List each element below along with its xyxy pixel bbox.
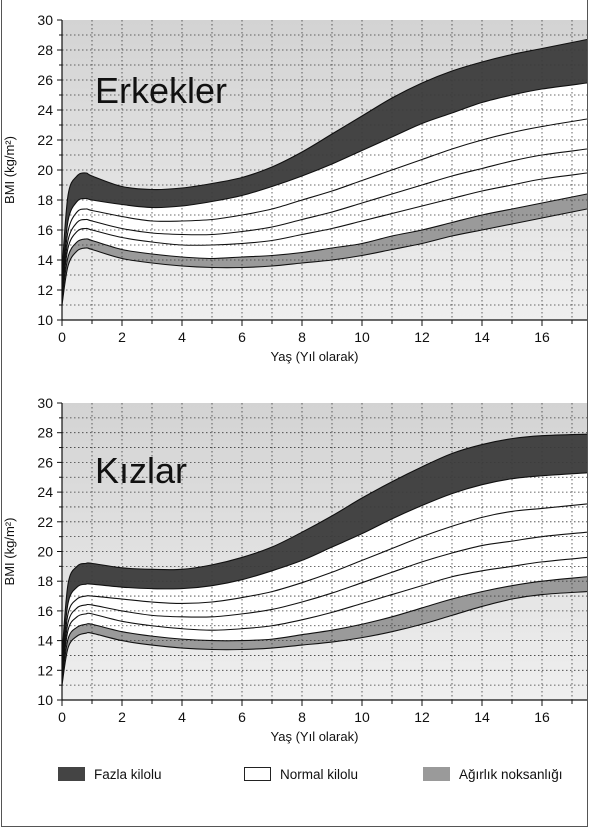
x-tick-label: 6 <box>238 709 246 725</box>
series-line-7 <box>62 208 587 306</box>
x-tick-label: 2 <box>118 329 126 345</box>
y-tick-label: 28 <box>37 425 53 441</box>
series-line-7 <box>62 591 587 686</box>
y-tick-label: 20 <box>37 162 53 178</box>
y-axis-label: BMI (kg/m²) <box>2 518 17 586</box>
y-tick-label: 22 <box>37 514 53 530</box>
band-overweight <box>62 434 587 663</box>
x-tick-label: 12 <box>414 329 430 345</box>
band-overweight <box>62 39 587 281</box>
grid <box>62 20 587 320</box>
x-tick-label: 12 <box>414 709 430 725</box>
series-line-4 <box>62 148 587 291</box>
y-tick-label: 24 <box>37 102 53 118</box>
x-tick-label: 16 <box>534 709 550 725</box>
y-tick-label: 26 <box>37 454 53 470</box>
x-tick-label: 10 <box>354 709 370 725</box>
series-line-3 <box>62 118 587 286</box>
series-line-4 <box>62 531 587 672</box>
y-tick-label: 22 <box>37 132 53 148</box>
y-tick-label: 10 <box>37 692 53 708</box>
y-tick-label: 20 <box>37 544 53 560</box>
legend-item-normal: Normal kilolu <box>244 763 358 785</box>
legend: Fazla kilolu Normal kilolu Ağırlık noksa… <box>0 763 591 787</box>
x-tick-label: 4 <box>178 709 186 725</box>
chart-title: Erkekler <box>95 70 227 111</box>
series-line-2 <box>62 82 587 282</box>
x-axis-label: Yaş (Yıl olarak) <box>271 729 359 744</box>
band-underweight <box>62 576 587 686</box>
y-tick-label: 24 <box>37 484 53 500</box>
x-tick-label: 8 <box>298 329 306 345</box>
x-tick-label: 6 <box>238 329 246 345</box>
y-tick-label: 12 <box>37 282 53 298</box>
legend-swatch-underweight <box>423 767 450 781</box>
x-tick-label: 16 <box>534 329 550 345</box>
legend-item-overweight: Fazla kilolu <box>58 763 162 785</box>
legend-label-overweight: Fazla kilolu <box>94 766 162 782</box>
y-tick-label: 18 <box>37 192 53 208</box>
legend-label-underweight: Ağırlık noksanlığı <box>459 766 563 782</box>
grid <box>62 403 587 700</box>
legend-label-normal: Normal kilolu <box>280 766 359 782</box>
x-tick-label: 10 <box>354 329 370 345</box>
y-tick-label: 12 <box>37 662 53 678</box>
series-line-6 <box>62 193 587 300</box>
series-line-1 <box>62 433 587 656</box>
legend-swatch-overweight <box>58 767 85 781</box>
x-tick-label: 0 <box>58 329 66 345</box>
legend-item-underweight: Ağırlık noksanlığı <box>423 763 563 785</box>
x-tick-label: 14 <box>474 329 490 345</box>
series-lines <box>62 433 587 686</box>
series-line-6 <box>62 576 587 681</box>
y-tick-label: 16 <box>37 603 53 619</box>
series-line-5 <box>62 172 587 295</box>
series-line-2 <box>62 472 587 663</box>
y-tick-label: 10 <box>37 312 53 328</box>
y-tick-label: 14 <box>37 252 53 268</box>
y-tick-label: 30 <box>37 12 53 28</box>
legend-swatch-normal <box>244 767 271 781</box>
x-tick-label: 2 <box>118 709 126 725</box>
x-tick-label: 0 <box>58 709 66 725</box>
y-tick-label: 28 <box>37 42 53 58</box>
series-line-5 <box>62 556 587 677</box>
x-tick-label: 4 <box>178 329 186 345</box>
x-tick-label: 8 <box>298 709 306 725</box>
y-tick-label: 26 <box>37 72 53 88</box>
y-tick-label: 16 <box>37 222 53 238</box>
y-axis-label: BMI (kg/m²) <box>2 136 17 204</box>
y-tick-label: 14 <box>37 633 53 649</box>
y-tick-label: 30 <box>37 395 53 411</box>
y-tick-label: 18 <box>37 573 53 589</box>
x-tick-label: 14 <box>474 709 490 725</box>
series-line-1 <box>62 38 587 273</box>
series-line-3 <box>62 503 587 668</box>
chart-title: Kızlar <box>95 450 187 491</box>
series-lines <box>62 38 587 306</box>
x-axis-label: Yaş (Yıl olarak) <box>271 349 359 364</box>
